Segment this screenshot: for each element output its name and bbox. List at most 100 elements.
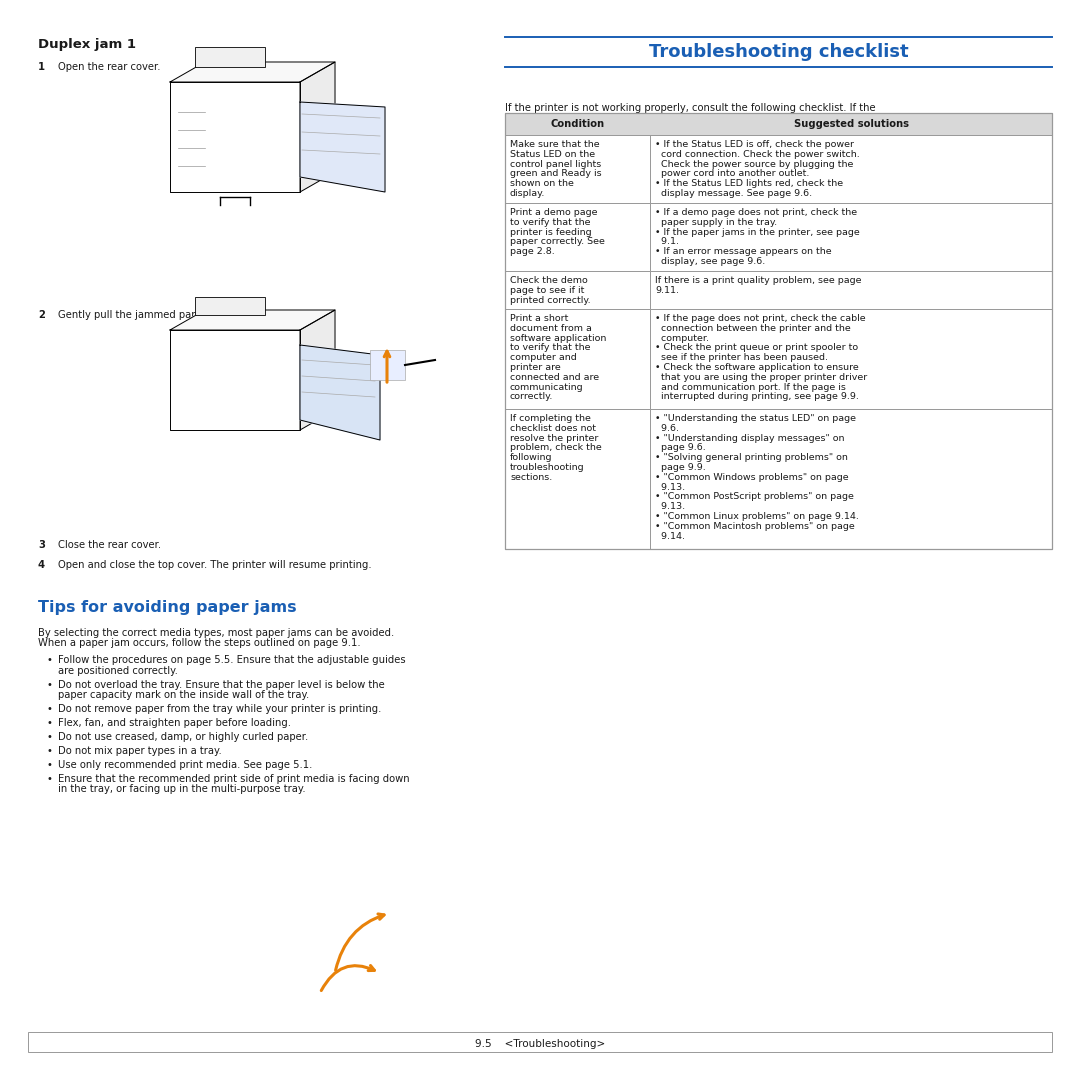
Text: troubleshooting: troubleshooting [510,463,584,472]
Text: Status LED on the: Status LED on the [510,150,595,159]
Text: to verify that the: to verify that the [510,218,591,227]
Text: Check the demo: Check the demo [510,276,588,285]
Bar [650,309,1052,409]
Text: • If the paper jams in the printer, see page: • If the paper jams in the printer, see … [654,228,860,237]
Text: • If the page does not print, check the cable: • If the page does not print, check the … [654,314,866,323]
Text: •: • [46,654,52,665]
Text: •: • [46,774,52,784]
Text: Do not overload the tray. Ensure that the paper level is below the: Do not overload the tray. Ensure that th… [58,679,384,689]
Text: By selecting the correct media types, most paper jams can be avoided.: By selecting the correct media types, mo… [38,627,394,638]
Polygon shape [170,310,335,330]
Text: display.: display. [510,189,545,198]
Text: paper supply in the tray.: paper supply in the tray. [654,218,778,227]
Text: page to see if it: page to see if it [510,286,584,295]
Text: correctly.: correctly. [510,392,553,402]
Polygon shape [170,330,300,430]
Text: connected and are: connected and are [510,373,599,382]
Text: Troubleshooting checklist: Troubleshooting checklist [649,43,908,60]
Text: Condition: Condition [551,119,605,129]
Text: 3: 3 [38,540,45,550]
Text: connection between the printer and the: connection between the printer and the [654,324,851,333]
Text: resolve the printer: resolve the printer [510,433,598,443]
Text: • If the Status LED lights red, check the: • If the Status LED lights red, check th… [654,179,843,188]
Bar [505,309,650,409]
Text: display message. See page 9.6.: display message. See page 9.6. [654,189,812,198]
Text: • "Common PostScript problems" on page: • "Common PostScript problems" on page [654,492,854,501]
Text: 9.13.: 9.13. [654,502,685,511]
Text: •: • [46,704,52,714]
Text: •: • [46,679,52,689]
Text: following: following [510,454,553,462]
Text: cord connection. Check the power switch.: cord connection. Check the power switch. [654,150,860,159]
Text: When a paper jam occurs, follow the steps outlined on page 9.1.: When a paper jam occurs, follow the step… [38,638,361,648]
Text: •: • [46,746,52,756]
Text: paper capacity mark on the inside wall of the tray.: paper capacity mark on the inside wall o… [58,690,309,700]
Bar [505,203,650,271]
Text: • Check the print queue or print spooler to: • Check the print queue or print spooler… [654,343,859,352]
Polygon shape [300,102,384,192]
Text: sections.: sections. [510,473,552,482]
Polygon shape [300,62,335,192]
Bar [370,350,405,380]
Text: computer and: computer and [510,353,577,362]
Text: Duplex jam 1: Duplex jam 1 [38,38,136,51]
Text: • If an error message appears on the: • If an error message appears on the [654,247,832,256]
Text: • "Common Macintosh problems" on page: • "Common Macintosh problems" on page [654,522,854,530]
Text: communicating: communicating [510,382,583,392]
Text: 4: 4 [38,561,45,570]
Text: Suggested solutions: Suggested solutions [794,119,908,129]
Text: • "Understanding the status LED" on page: • "Understanding the status LED" on page [654,414,856,423]
Text: • If the Status LED is off, check the power: • If the Status LED is off, check the po… [654,140,854,149]
Text: paper correctly. See: paper correctly. See [510,238,605,246]
Text: checklist does not: checklist does not [510,423,596,433]
Text: Tips for avoiding paper jams: Tips for avoiding paper jams [38,600,297,615]
Text: Close the rear cover.: Close the rear cover. [58,540,161,550]
Text: solutions.: solutions. [505,124,553,134]
Text: • Check the software application to ensure: • Check the software application to ensu… [654,363,859,372]
Bar [650,135,1052,203]
Text: If there is a print quality problem, see page: If there is a print quality problem, see… [654,276,862,285]
Text: Open the rear cover.: Open the rear cover. [58,62,161,72]
Polygon shape [300,310,335,430]
Bar [505,113,1052,549]
Bar [195,48,265,67]
Text: 9.6.: 9.6. [654,423,679,433]
Text: • "Common Windows problems" on page: • "Common Windows problems" on page [654,473,849,482]
Text: problem, check the: problem, check the [510,444,602,453]
Text: 9.1.: 9.1. [654,238,679,246]
Text: and communication port. If the page is: and communication port. If the page is [654,382,846,392]
Text: Flex, fan, and straighten paper before loading.: Flex, fan, and straighten paper before l… [58,718,291,728]
Text: Print a short: Print a short [510,314,568,323]
Text: If completing the: If completing the [510,414,591,423]
Text: Follow the procedures on page 5.5. Ensure that the adjustable guides: Follow the procedures on page 5.5. Ensur… [58,654,406,665]
Text: Do not mix paper types in a tray.: Do not mix paper types in a tray. [58,746,221,756]
Bar [650,409,1052,549]
Text: 2: 2 [38,310,45,320]
Polygon shape [170,62,335,82]
Bar [505,113,1052,135]
Text: power cord into another outlet.: power cord into another outlet. [654,170,809,178]
Text: document from a: document from a [510,324,592,333]
Text: •: • [46,760,52,770]
Text: • If a demo page does not print, check the: • If a demo page does not print, check t… [654,208,858,217]
Text: Check the power source by plugging the: Check the power source by plugging the [654,160,853,168]
Polygon shape [300,345,380,440]
Text: printer are: printer are [510,363,561,372]
Text: 1: 1 [38,62,45,72]
Bar [505,271,650,309]
Polygon shape [170,82,300,192]
Bar [195,297,265,315]
Text: page 9.6.: page 9.6. [654,444,705,453]
Text: 9.13.: 9.13. [654,483,685,491]
Text: Do not use creased, damp, or highly curled paper.: Do not use creased, damp, or highly curl… [58,732,308,742]
Bar [505,135,650,203]
Text: printer is feeding: printer is feeding [510,228,592,237]
Text: •: • [46,732,52,742]
Text: see if the printer has been paused.: see if the printer has been paused. [654,353,828,362]
Text: 9.14.: 9.14. [654,531,685,541]
Text: Ensure that the recommended print side of print media is facing down: Ensure that the recommended print side o… [58,774,409,784]
Bar [650,271,1052,309]
Text: shown on the: shown on the [510,179,573,188]
Text: 9.5    <Troubleshooting>: 9.5 <Troubleshooting> [475,1039,605,1049]
Text: interrupted during printing, see page 9.9.: interrupted during printing, see page 9.… [654,392,859,402]
